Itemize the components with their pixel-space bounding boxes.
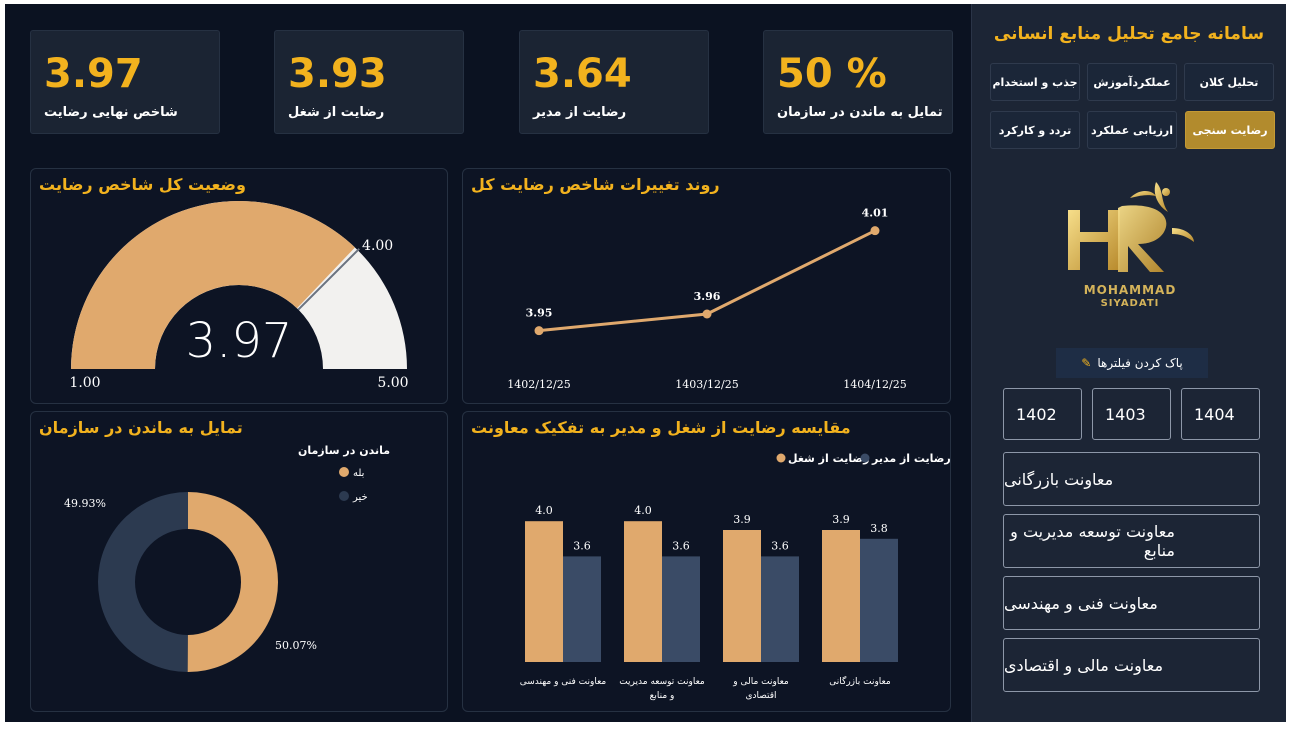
gauge-panel: وضعیت کل شاخص رضایت 3.97 1.00 5.00 4.00 — [30, 168, 448, 404]
gauge-title: وضعیت کل شاخص رضایت — [39, 175, 246, 194]
legend-marker-yes — [339, 467, 349, 477]
legend-label-no: خیر — [352, 492, 368, 503]
line-panel: روند تغییرات شاخص رضایت کل 3.95 1402/12/2… — [462, 168, 951, 404]
bar — [624, 521, 662, 662]
bar-category-label: معاونت بازرگانی — [829, 675, 891, 687]
bar — [822, 530, 860, 662]
hr-logo: MOHAMMAD SIYADATI — [1060, 172, 1200, 312]
year-1402-button[interactable]: 1402 — [1003, 388, 1082, 440]
line-data-label: 3.95 — [526, 307, 553, 320]
legend-label-yes: بله — [353, 468, 364, 479]
sidebar: سامانه جامع تحلیل منابع انسانی تحلیل کلا… — [971, 4, 1286, 722]
line-point — [870, 226, 880, 236]
line-data-label: 4.01 — [862, 207, 889, 220]
year-1404-button[interactable]: 1404 — [1181, 388, 1260, 440]
legend-label-job: رضایت از شغل — [788, 452, 869, 465]
line-x-tick: 1403/12/25 — [675, 378, 738, 391]
gauge-value-label: 3.97 — [186, 313, 293, 369]
legend-title: ماندن در سازمان — [298, 444, 390, 457]
bar-chart: رضایت از شغل رضایت از مدیر 4.0 3.6 معاونت … — [520, 452, 950, 701]
bar-title: مقایسه رضایت از شغل و مدیر به تفکیک معاو… — [471, 418, 851, 437]
bar-data-label: 3.6 — [672, 539, 690, 552]
bar-category-label: معاونت فنی و مهندسی — [520, 677, 607, 687]
kpi-retention: 50 % تمایل به ماندن در سازمان — [763, 30, 953, 134]
gauge-value-arc — [71, 200, 355, 369]
kpi-label: رضایت از شغل — [288, 105, 385, 120]
bar-data-label: 3.9 — [733, 513, 751, 526]
line-x-tick: 1404/12/25 — [843, 378, 906, 391]
nav-performance-evaluation[interactable]: ارزیابی عملکرد — [1087, 111, 1177, 149]
bar-data-label: 4.0 — [535, 504, 553, 517]
kpi-value: 3.97 — [44, 51, 143, 97]
bar-data-label: 4.0 — [634, 504, 652, 517]
bar — [563, 556, 601, 662]
line-x-tick: 1402/12/25 — [507, 378, 570, 391]
logo-text-1: MOHAMMAD — [1084, 283, 1177, 297]
kpi-label: شاخص نهایی رضایت — [44, 105, 178, 120]
clear-filters-button[interactable]: پاک کردن فیلترها ✎ — [1056, 348, 1208, 378]
line-point — [702, 309, 712, 319]
bar-category-label: اقتصادی — [745, 691, 776, 701]
kpi-value: 50 % — [777, 51, 887, 97]
logo-emblem-icon: MOHAMMAD SIYADATI — [1068, 182, 1194, 309]
gauge-max-label: 5.00 — [377, 375, 408, 391]
kpi-job-satisfaction: 3.93 رضایت از شغل — [274, 30, 464, 134]
legend-label-manager: رضایت از مدیر — [871, 452, 950, 465]
line-point — [534, 326, 544, 336]
bar-category-label: معاونت مالی و — [732, 677, 789, 687]
bar-data-label: 3.9 — [832, 513, 850, 526]
line-chart: 3.95 1402/12/25 3.96 1403/12/25 4.01 1404/12/… — [507, 207, 906, 391]
kpi-label: رضایت از مدیر — [533, 105, 627, 120]
year-1403-button[interactable]: 1403 — [1092, 388, 1171, 440]
app-title: سامانه جامع تحلیل منابع انسانی — [993, 24, 1265, 44]
bar-data-label: 3.8 — [870, 522, 888, 535]
bar-category-label: و منابع — [650, 691, 675, 701]
kpi-value: 3.64 — [533, 51, 632, 97]
legend-marker-job — [776, 453, 786, 463]
line-data-label: 3.96 — [694, 290, 721, 303]
bar — [860, 538, 898, 662]
bar-data-label: 3.6 — [573, 539, 591, 552]
donut-title: تمایل به ماندن در سازمان — [39, 418, 243, 437]
dept-management-resources-button[interactable]: معاونت توسعه مدیریت و منابع — [1003, 514, 1260, 568]
bar-data-label: 3.6 — [771, 539, 789, 552]
dept-engineering-button[interactable]: معاونت فنی و مهندسی — [1003, 576, 1260, 630]
kpi-manager-satisfaction: 3.64 رضایت از مدیر — [519, 30, 709, 134]
gauge-chart: 3.97 1.00 5.00 4.00 — [69, 200, 409, 391]
kpi-final-satisfaction: 3.97 شاخص نهایی رضایت — [30, 30, 220, 134]
dept-finance-button[interactable]: معاونت مالی و اقتصادی — [1003, 638, 1260, 692]
legend-marker-no — [339, 491, 349, 501]
donut-slice — [98, 492, 188, 672]
nav-recruitment[interactable]: جذب و استخدام — [990, 63, 1080, 101]
gauge-target-label: 4.00 — [362, 238, 393, 254]
clear-filters-label: پاک کردن فیلترها — [1097, 356, 1183, 370]
donut-label-yes: 50.07% — [275, 639, 317, 652]
donut-chart: ماندن در سازمان بله خیر 50.07% 49.93% — [64, 444, 390, 672]
kpi-label: تمایل به ماندن در سازمان — [777, 105, 943, 120]
nav-macro-analysis[interactable]: تحلیل کلان — [1184, 63, 1274, 101]
nav-satisfaction[interactable]: رضایت سنجی — [1185, 111, 1275, 149]
bar-panel: مقایسه رضایت از شغل و مدیر به تفکیک معاو… — [462, 411, 951, 712]
gauge-min-label: 1.00 — [69, 375, 100, 391]
gauge-target-marker — [297, 248, 360, 311]
nav-training-performance[interactable]: عملکردآموزش — [1087, 63, 1177, 101]
donut-slice — [187, 492, 279, 672]
legend-marker-manager — [860, 453, 870, 463]
dept-commerce-button[interactable]: معاونت بازرگانی — [1003, 452, 1260, 506]
bar — [662, 556, 700, 662]
line-title: روند تغییرات شاخص رضایت کل — [471, 175, 720, 194]
donut-label-no: 49.93% — [64, 497, 106, 510]
bar — [525, 521, 563, 662]
bar — [723, 530, 761, 662]
kpi-value: 3.93 — [288, 51, 387, 97]
donut-panel: تمایل به ماندن در سازمان ماندن در سازمان… — [30, 411, 448, 712]
logo-text-2: SIYADATI — [1101, 298, 1160, 309]
eraser-icon: ✎ — [1081, 356, 1092, 370]
bar-category-label: معاونت توسعه مدیریت — [619, 677, 705, 687]
nav-attendance[interactable]: تردد و کارکرد — [990, 111, 1080, 149]
bar — [761, 556, 799, 662]
